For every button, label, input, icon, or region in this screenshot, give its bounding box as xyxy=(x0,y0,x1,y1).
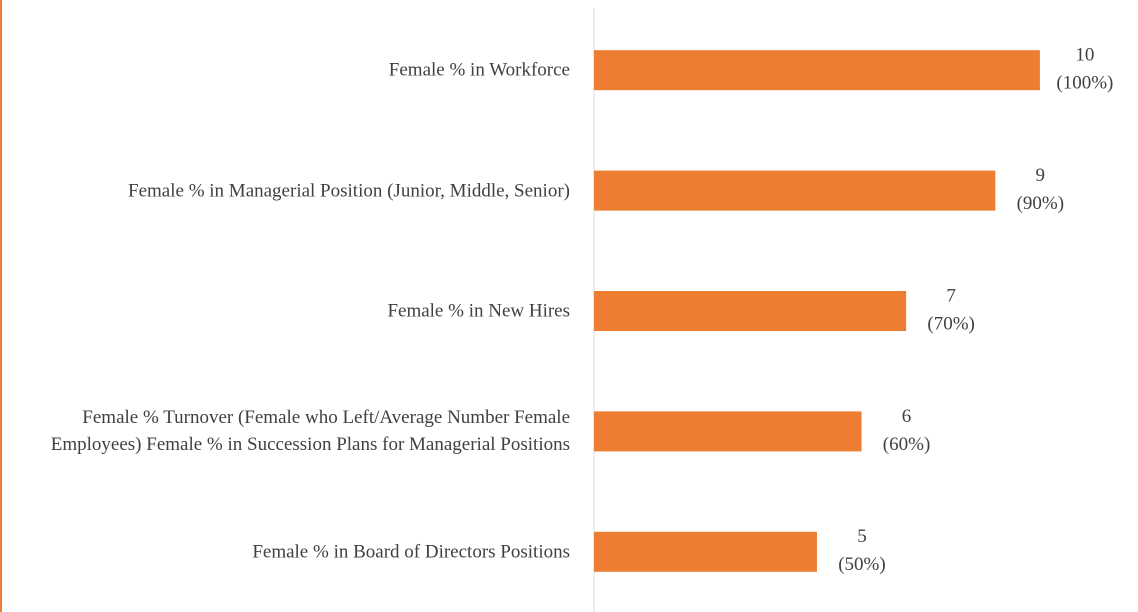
bar xyxy=(594,531,817,572)
value-label: 6 xyxy=(902,406,912,427)
bar xyxy=(594,411,862,452)
value-label: 9 xyxy=(1036,165,1046,186)
category-label: Female % in New Hires xyxy=(387,300,570,322)
value-label: 5 xyxy=(857,526,867,547)
value-label: 10 xyxy=(1075,45,1094,66)
bar xyxy=(594,50,1040,91)
category-label: Female % in Workforce xyxy=(388,59,570,81)
value-label: 7 xyxy=(946,285,956,306)
category-label: Female % in Board of Directors Positions xyxy=(252,541,570,563)
bar xyxy=(594,291,907,331)
value-label: (70%) xyxy=(927,313,974,334)
value-label: (50%) xyxy=(838,554,885,575)
value-label: (60%) xyxy=(883,434,930,455)
value-label: (90%) xyxy=(1017,193,1064,214)
bar xyxy=(594,170,996,211)
value-label: (100%) xyxy=(1056,73,1113,94)
category-label: Female % in Managerial Position (Junior,… xyxy=(128,180,570,202)
category-label: Female % Turnover (Female who Left/Avera… xyxy=(50,407,570,456)
